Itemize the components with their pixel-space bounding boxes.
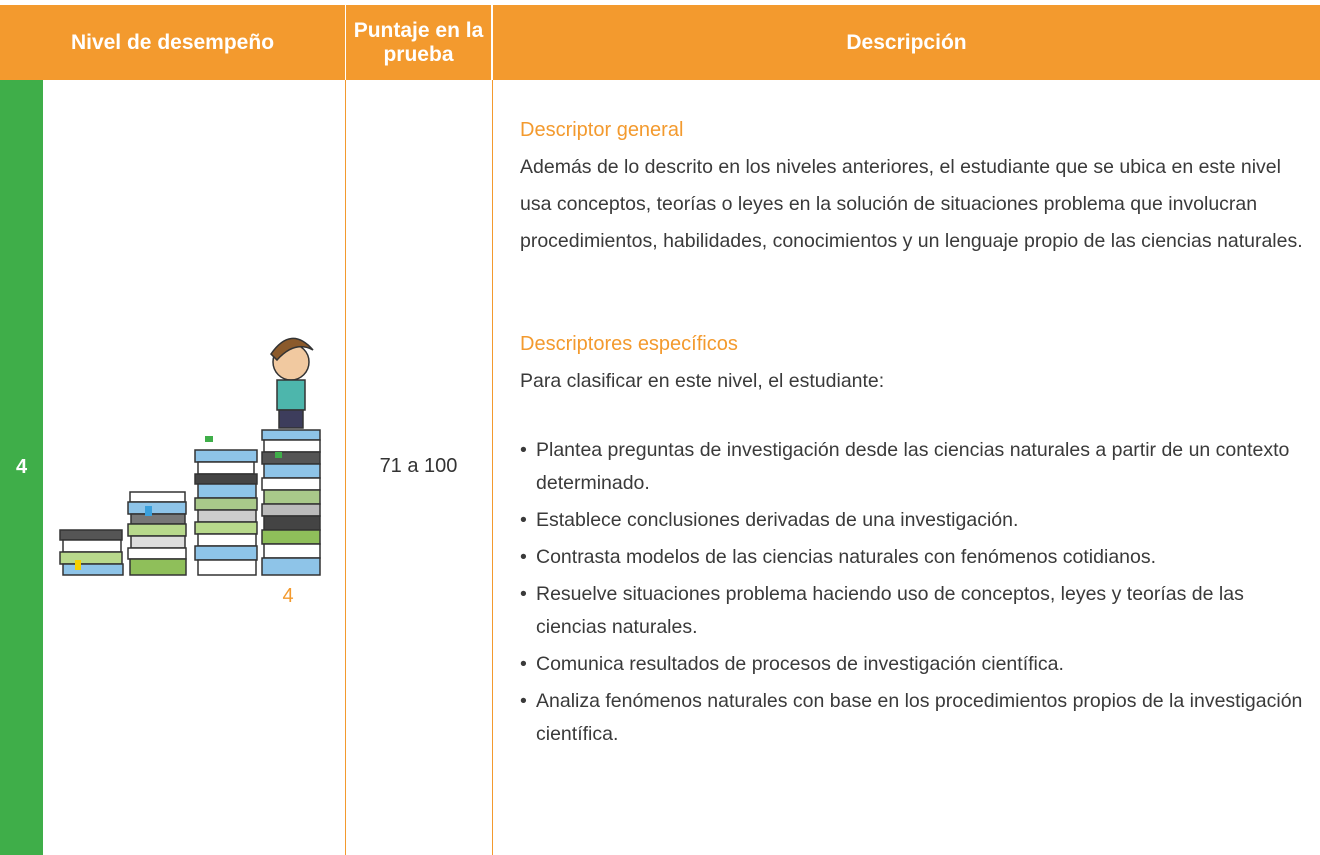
bullet-item: Plantea preguntas de investigación desde… — [520, 434, 1305, 500]
bullet-item: Contrasta modelos de las ciencias natura… — [520, 541, 1305, 574]
bullet-item: Analiza fenómenos naturales con base en … — [520, 685, 1305, 751]
score: 71 a 100 — [379, 455, 458, 477]
description: Descriptor general Además de lo descrito… — [520, 112, 1305, 755]
bullet-item: Establece conclusiones derivadas de una … — [520, 504, 1305, 537]
bullet-list: Plantea preguntas de investigación desde… — [520, 434, 1305, 751]
illustration-label: 4 — [282, 585, 293, 607]
paragraph: Además de lo descrito en los niveles ant… — [520, 156, 1303, 252]
divider — [492, 80, 493, 855]
paragraph: Para clasificar en este nivel, el estudi… — [520, 370, 885, 392]
header-cell: Nivel de desempeño — [0, 5, 345, 80]
bullet-item: Comunica resultados de procesos de inves… — [520, 648, 1305, 681]
header-cell: Descripción — [493, 5, 1320, 80]
illustration: 4 — [59, 337, 321, 607]
level-cell: 4 — [0, 80, 43, 855]
bullet-item: Resuelve situaciones problema haciendo u… — [520, 578, 1305, 644]
section-heading: Descriptores específicos — [520, 333, 738, 355]
section-heading: Descriptor general — [520, 119, 684, 141]
header-cell: Puntaje en la prueba — [346, 5, 491, 80]
divider — [345, 80, 346, 855]
